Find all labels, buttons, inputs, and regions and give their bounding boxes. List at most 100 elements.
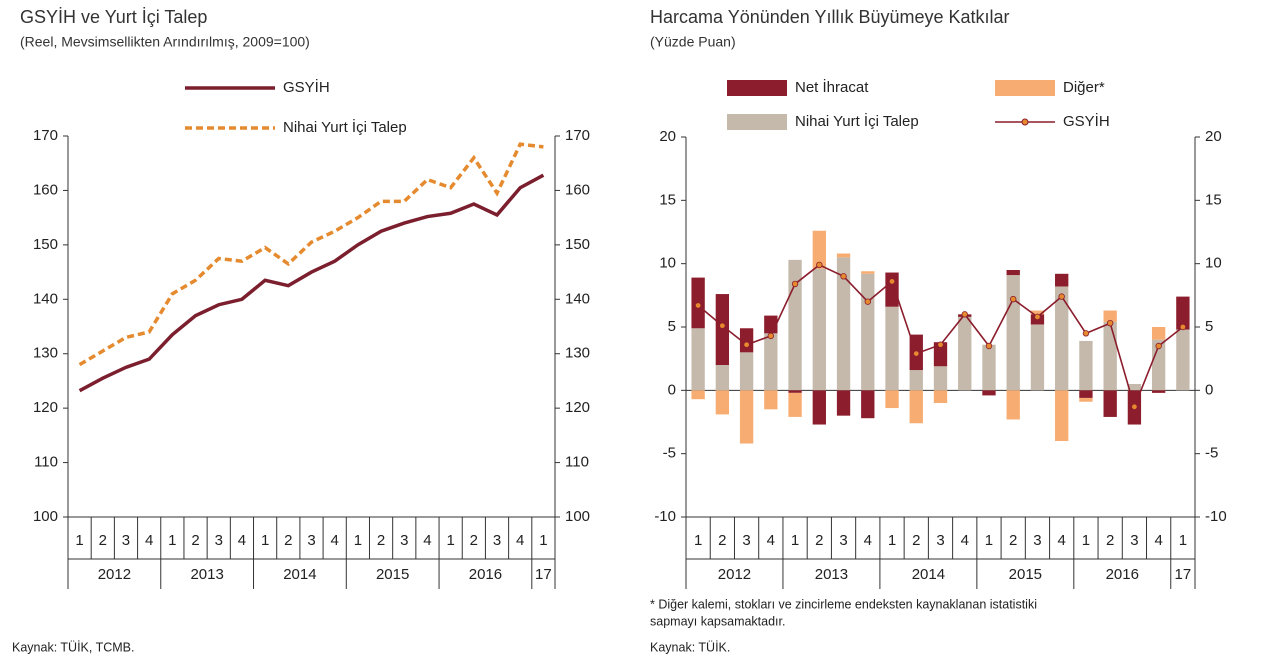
y2-tick-label: 15: [1205, 191, 1222, 208]
bar-segment: [764, 333, 778, 391]
line-marker: [1106, 320, 1114, 327]
footnote: sapmayı kapsamaktadır.: [650, 614, 785, 628]
x-tick-label: 3: [1033, 532, 1041, 549]
y2-tick-label: 20: [1205, 128, 1222, 145]
x-tick-label: 2: [815, 532, 823, 549]
y-tick-label: 15: [659, 191, 676, 208]
y-tick-label: 5: [668, 318, 676, 335]
bar-segment: [836, 253, 851, 258]
legend-label: GSYİH: [1063, 112, 1110, 130]
x-tick-label: 3: [122, 532, 130, 549]
y2-tick-label: 150: [565, 236, 590, 253]
year-label: 2014: [912, 566, 945, 583]
x-tick-label: 2: [470, 532, 478, 549]
y2-tick-label: 160: [565, 181, 590, 198]
bar-segment: [885, 306, 899, 391]
bar-segment: [739, 352, 754, 391]
bar-segment: [836, 390, 851, 416]
bar-segment: [1079, 397, 1093, 402]
x-tick-label: 1: [1179, 532, 1187, 549]
line-marker: [816, 261, 823, 269]
x-tick-label: 1: [75, 532, 83, 549]
bar-segment: [885, 390, 899, 409]
y2-tick-label: 170: [565, 127, 590, 144]
bar-segment: [812, 268, 826, 391]
x-tick-label: 1: [985, 532, 993, 549]
bar-segment: [1176, 329, 1190, 391]
y2-tick-label: -5: [1205, 445, 1218, 462]
x-tick-label: 2: [284, 532, 292, 549]
x-tick-label: 1: [261, 532, 269, 549]
line-marker: [1082, 330, 1090, 337]
bar-segment: [1055, 273, 1069, 287]
series-line: [78, 142, 544, 367]
line-marker: [1010, 295, 1017, 303]
bar-segment: [861, 390, 875, 419]
bar-segment: [715, 294, 730, 365]
line-marker: [1179, 323, 1187, 331]
x-tick-label: 1: [354, 532, 362, 549]
bar-segment: [909, 390, 923, 424]
y2-tick-label: 100: [565, 508, 590, 525]
year-label: 2015: [376, 566, 409, 583]
x-tick-label: 4: [145, 532, 153, 549]
bar-segment: [933, 366, 948, 391]
y-tick-label: 140: [33, 290, 58, 307]
bar-segment: [1079, 340, 1093, 391]
y-tick-label: 160: [33, 181, 58, 198]
bar-segment: [1006, 390, 1020, 420]
x-tick-label: 1: [1082, 532, 1090, 549]
line-marker: [1155, 342, 1162, 350]
bar-segment: [1127, 384, 1142, 391]
bar-segment: [861, 273, 875, 391]
y-tick-label: 100: [33, 508, 58, 525]
x-tick-label: 1: [694, 532, 702, 549]
bar-segment: [715, 365, 730, 391]
x-tick-label: 4: [516, 532, 524, 549]
line-marker: [1131, 403, 1138, 410]
y2-tick-label: 5: [1205, 318, 1213, 335]
line-marker: [840, 273, 847, 280]
line-marker: [961, 311, 968, 318]
x-tick-label: 2: [912, 532, 920, 549]
bar-segment: [1055, 390, 1069, 441]
bar-segment: [958, 316, 972, 391]
year-label: 2012: [718, 566, 751, 583]
y2-tick-label: 120: [565, 399, 590, 416]
chart-subtitle: (Reel, Mevsimsellikten Arındırılmış, 200…: [20, 34, 310, 50]
bar-segment: [836, 257, 851, 391]
x-tick-label: 3: [400, 532, 408, 549]
y2-tick-label: 140: [565, 290, 590, 307]
x-tick-label: 4: [331, 532, 339, 549]
x-tick-label: 4: [864, 532, 872, 549]
y2-tick-label: 10: [1205, 255, 1222, 272]
line-marker: [864, 298, 871, 305]
bar-segment: [1151, 390, 1166, 393]
y-tick-label: 0: [668, 381, 676, 398]
x-tick-label: 2: [377, 532, 385, 549]
line-marker: [791, 280, 799, 288]
x-tick-label: 3: [936, 532, 944, 549]
x-tick-label: 2: [1106, 532, 1114, 549]
x-tick-label: 1: [539, 532, 547, 549]
bar-segment: [691, 328, 705, 391]
bar-segment: [933, 342, 948, 367]
line-marker: [767, 332, 775, 340]
bar-segment: [909, 370, 923, 391]
line-marker: [743, 341, 750, 348]
line-marker: [694, 302, 702, 309]
x-tick-label: 4: [1058, 532, 1066, 549]
x-tick-label: 4: [1154, 532, 1162, 549]
bar-segment: [1006, 275, 1020, 391]
legend-marker: [1021, 118, 1029, 126]
legend-label: Nihai Yurt İçi Talep: [283, 118, 407, 136]
bar-segment: [861, 271, 875, 274]
year-label: 17: [535, 566, 552, 583]
legend-label: Net İhracat: [795, 78, 869, 96]
bar-segment: [1151, 327, 1166, 340]
bar-segment: [933, 390, 948, 403]
bar-segment: [739, 390, 754, 444]
bar-segment: [691, 390, 705, 400]
bar-segment: [885, 272, 899, 307]
year-label: 2012: [98, 566, 131, 583]
